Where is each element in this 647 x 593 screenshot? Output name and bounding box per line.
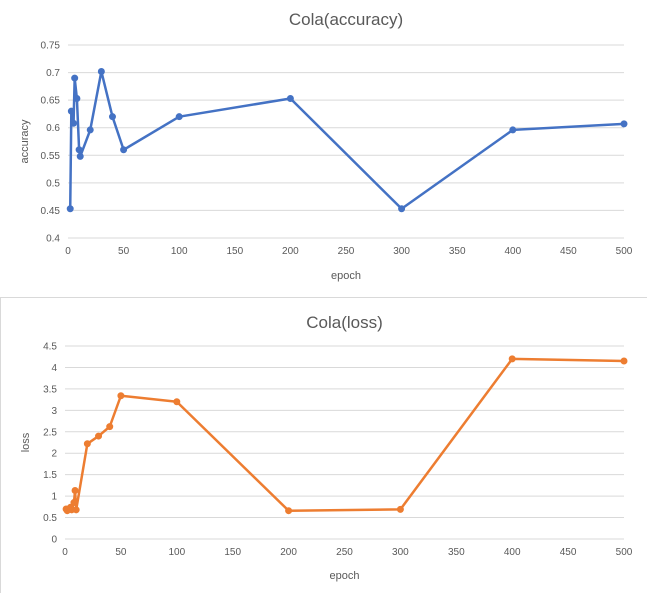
data-point: [286, 94, 294, 102]
data-point: [396, 505, 404, 513]
y-tick-label: 0.45: [41, 206, 61, 217]
x-tick-label: 250: [338, 246, 355, 257]
data-point: [508, 355, 516, 363]
x-tick-label: 500: [616, 547, 633, 558]
y-tick-label: 0.65: [41, 96, 61, 107]
x-tick-label: 350: [448, 547, 465, 558]
y-tick-label: 2: [51, 449, 57, 460]
data-point: [173, 398, 181, 406]
data-point: [106, 423, 114, 431]
data-point: [75, 146, 83, 154]
series-line: [65, 357, 625, 512]
series-line: [68, 70, 625, 211]
x-tick-label: 400: [504, 246, 521, 257]
x-tick-label: 0: [65, 246, 71, 257]
data-point: [120, 146, 128, 154]
y-tick-label: 3.5: [43, 384, 57, 395]
chart-title: Cola(loss): [306, 313, 383, 332]
data-point: [76, 152, 84, 160]
data-point: [285, 507, 293, 515]
y-tick-label: 4: [51, 363, 57, 374]
data-point: [72, 506, 80, 514]
data-point: [83, 440, 91, 448]
data-point: [73, 94, 81, 102]
data-point: [71, 487, 79, 495]
x-tick-label: 450: [560, 547, 577, 558]
x-tick-label: 300: [392, 547, 409, 558]
x-tick-label: 50: [118, 246, 130, 257]
data-point: [398, 205, 406, 213]
x-tick-label: 0: [62, 547, 68, 558]
x-axis-title: epoch: [331, 270, 361, 282]
y-tick-label: 4.5: [43, 342, 57, 353]
chart-title: Cola(accuracy): [289, 10, 403, 29]
data-point: [71, 74, 79, 82]
data-point: [108, 113, 116, 121]
x-tick-label: 150: [224, 547, 241, 558]
x-tick-label: 100: [168, 547, 185, 558]
y-tick-label: 3: [51, 406, 57, 417]
data-point: [175, 113, 183, 121]
loss-chart: Cola(loss) 0 0.5 1 1.5 2 2.5 3 3.5 4 4.5 0 50 100 150 2…: [20, 313, 633, 582]
data-point: [70, 119, 78, 127]
loss-chart-panel: Cola(loss) 0 0.5 1 1.5 2 2.5 3 3.5 4 4.5 0 50 100 150 2…: [0, 298, 647, 593]
accuracy-chart: Cola(accuracy) 0.4 0.45 0.5 0.55 0.6 0.65 0.7 0.…: [19, 10, 633, 282]
y-tick-label: 0.75: [41, 41, 61, 52]
data-point: [86, 126, 94, 134]
data-point: [509, 126, 517, 134]
data-point: [620, 357, 628, 365]
y-tick-label: 1.5: [43, 470, 57, 481]
data-point: [70, 499, 78, 507]
x-tick-label: 350: [449, 246, 466, 257]
y-axis-title: loss: [20, 432, 32, 452]
y-tick-label: 0.6: [46, 123, 60, 134]
data-point: [97, 67, 105, 75]
x-tick-label: 150: [226, 246, 243, 257]
data-point: [67, 107, 75, 115]
accuracy-chart-panel: Cola(accuracy) 0.4 0.45 0.5 0.55 0.6 0.65 0.7 0.…: [0, 10, 647, 298]
data-point: [117, 392, 125, 400]
y-tick-label: 0: [51, 535, 57, 546]
data-point: [620, 120, 628, 128]
data-point: [66, 205, 74, 213]
data-point: [95, 432, 103, 440]
y-tick-label: 0.4: [46, 234, 60, 245]
x-tick-label: 250: [336, 547, 353, 558]
x-tick-label: 200: [282, 246, 299, 257]
y-tick-label: 2.5: [43, 427, 57, 438]
y-tick-label: 0.5: [46, 178, 60, 189]
x-tick-label: 450: [560, 246, 577, 257]
x-tick-label: 500: [616, 246, 633, 257]
x-tick-label: 400: [504, 547, 521, 558]
x-tick-label: 300: [393, 246, 410, 257]
y-tick-label: 0.5: [43, 513, 57, 524]
y-tick-label: 0.7: [46, 68, 60, 79]
x-axis-title: epoch: [330, 570, 360, 582]
y-tick-label: 1: [51, 492, 57, 503]
x-tick-label: 100: [171, 246, 188, 257]
x-tick-label: 200: [280, 547, 297, 558]
y-tick-label: 0.55: [41, 151, 61, 162]
x-tick-label: 50: [115, 547, 127, 558]
y-axis-title: accuracy: [19, 119, 31, 164]
